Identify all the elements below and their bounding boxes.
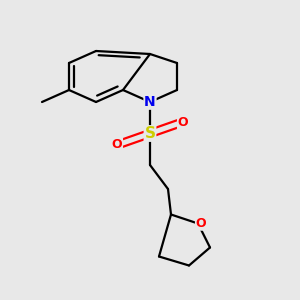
Text: O: O	[112, 137, 122, 151]
Text: O: O	[196, 217, 206, 230]
Text: O: O	[178, 116, 188, 130]
Text: S: S	[145, 126, 155, 141]
Text: N: N	[144, 95, 156, 109]
